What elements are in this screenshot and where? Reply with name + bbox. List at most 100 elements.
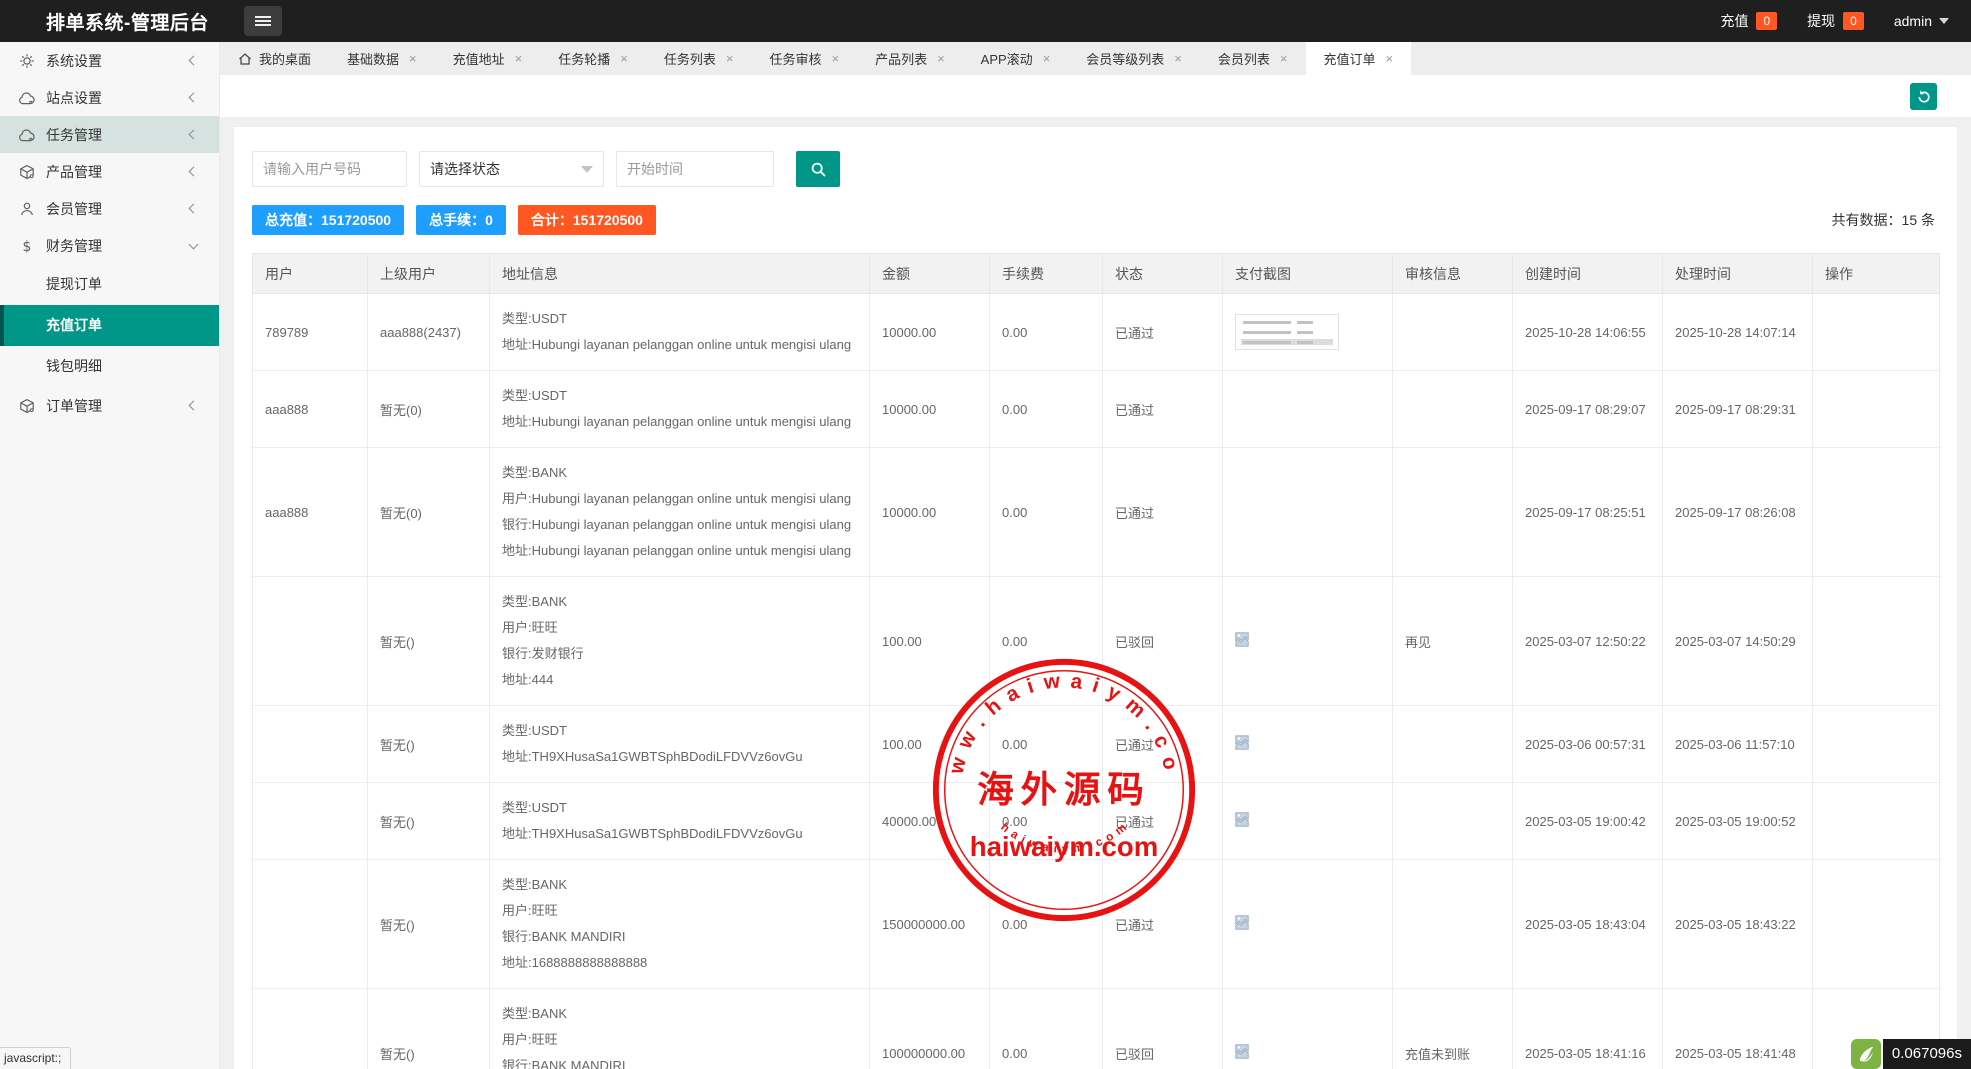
tab-7[interactable]: APP滚动 ×: [963, 42, 1069, 75]
close-icon[interactable]: ×: [831, 51, 840, 66]
tab-0[interactable]: 我的桌面: [220, 42, 329, 75]
record-count: 共有数据：15 条: [1831, 212, 1935, 228]
processed-time-cell: 2025-03-05 19:00:52: [1662, 782, 1813, 860]
parent-user-cell: 暂无(): [367, 859, 490, 989]
close-icon[interactable]: ×: [1279, 51, 1288, 66]
tab-1[interactable]: 基础数据 ×: [329, 42, 435, 75]
close-icon[interactable]: ×: [1385, 51, 1394, 66]
user-cell: [252, 782, 368, 860]
total-fee-stat[interactable]: 总手续：0: [416, 205, 506, 235]
tab-8[interactable]: 会员等级列表 ×: [1068, 42, 1200, 75]
refresh-button[interactable]: [1910, 83, 1937, 110]
sidebar: 系统设置站点设置任务管理产品管理 会员管理 $ 财务管理提现订单充值订单钱包明细订单管…: [0, 42, 220, 1069]
user-cell: [252, 859, 368, 989]
tab-label: 充值地址: [452, 52, 505, 67]
tab-10[interactable]: 充值订单 ×: [1305, 42, 1412, 75]
withdraw-count-badge: 0: [1843, 12, 1864, 30]
tab-4[interactable]: 任务列表 ×: [646, 42, 752, 75]
close-icon[interactable]: ×: [1174, 51, 1182, 66]
tab-label: 充值订单: [1323, 52, 1376, 67]
broken-image-icon[interactable]: [1235, 812, 1249, 827]
sidebar-subitem-label: 充值订单: [46, 317, 102, 333]
close-icon[interactable]: ×: [1042, 51, 1051, 66]
tab-3[interactable]: 任务轮播 ×: [540, 42, 646, 75]
close-icon[interactable]: ×: [620, 51, 628, 66]
close-icon[interactable]: ×: [514, 51, 523, 66]
tab-2[interactable]: 充值地址 ×: [435, 42, 541, 75]
parent-user-cell: 暂无(0): [367, 447, 490, 577]
fee-cell: 0.00: [989, 576, 1103, 706]
sidebar-item-label: 任务管理: [46, 126, 102, 143]
broken-image-icon[interactable]: [1235, 915, 1249, 930]
sidebar-item-6[interactable]: 订单管理: [0, 387, 219, 424]
status-bar-link: javascript:;: [0, 1047, 72, 1069]
payment-screenshot-thumbnail[interactable]: [1235, 314, 1339, 350]
tab-label: 任务轮播: [558, 52, 611, 67]
user-menu[interactable]: admin: [1894, 13, 1949, 29]
address-line: 银行:发财银行: [502, 646, 584, 661]
sidebar-item-0[interactable]: 系统设置: [0, 42, 219, 79]
tab-5[interactable]: 任务审核 ×: [751, 42, 857, 75]
sidebar-item-1[interactable]: 站点设置: [0, 79, 219, 116]
sidebar-item-3[interactable]: 产品管理: [0, 153, 219, 190]
tab-label: 任务列表: [663, 52, 716, 67]
cloud-icon: [18, 126, 35, 143]
created-time-cell: 2025-03-05 19:00:42: [1512, 782, 1663, 860]
status-cell: 已通过: [1102, 782, 1223, 860]
action-cell: [1812, 370, 1940, 448]
column-header-10: 操作: [1812, 253, 1940, 294]
fee-cell: 0.00: [989, 705, 1103, 783]
sidebar-item-label: 财务管理: [46, 237, 102, 254]
user-cell: [252, 705, 368, 783]
address-line: 地址:1688888888888888: [502, 955, 648, 970]
sidebar-subitem-label: 钱包明细: [46, 358, 102, 374]
table-header-row: 用户 上级用户 地址信息 金额 手续费 状态 支付截图 审核信息 创建时间 处理时间 操作: [252, 253, 1940, 294]
action-cell: [1812, 576, 1940, 706]
sidebar-item-2[interactable]: 任务管理: [0, 116, 219, 153]
sidebar-subitem-5-2[interactable]: 钱包明细: [0, 346, 219, 387]
broken-image-icon[interactable]: [1235, 1044, 1249, 1059]
status-cell: 已通过: [1102, 447, 1223, 577]
payment-screenshot-cell: [1222, 576, 1393, 706]
tab-9[interactable]: 会员列表 ×: [1200, 42, 1306, 75]
close-icon[interactable]: ×: [937, 51, 945, 66]
chevron-down-icon: [581, 165, 593, 173]
created-time-cell: 2025-03-07 12:50:22: [1512, 576, 1663, 706]
address-info-cell: 类型:BANK 用户:旺旺 银行:发财银行 地址:444: [489, 576, 870, 706]
address-line: 地址:TH9XHusaSa1GWBTSphBDodiLFDVVz6ovGu: [502, 749, 803, 764]
header-recharge-item[interactable]: 充值 0: [1720, 11, 1778, 31]
chevron-left-icon: [188, 92, 199, 103]
search-button[interactable]: [796, 151, 840, 187]
sidebar-subitem-label: 提现订单: [46, 276, 102, 292]
sidebar-item-4[interactable]: 会员管理: [0, 190, 219, 227]
action-cell: [1812, 782, 1940, 860]
address-info-cell: 类型:USDT 地址:TH9XHusaSa1GWBTSphBDodiLFDVVz6…: [489, 705, 870, 783]
sidebar-subitem-5-0[interactable]: 提现订单: [0, 264, 219, 305]
sidebar-item-label: 系统设置: [46, 52, 102, 69]
fee-cell: 0.00: [989, 782, 1103, 860]
broken-image-icon[interactable]: [1235, 632, 1249, 647]
tab-6[interactable]: 产品列表 ×: [857, 42, 963, 75]
status-select[interactable]: 请选择状态: [419, 151, 604, 187]
broken-image-icon[interactable]: [1235, 735, 1249, 750]
sidebar-subitem-5-1[interactable]: 充值订单: [0, 305, 219, 346]
thinkphp-logo-icon: [1850, 1039, 1881, 1069]
menu-toggle-button[interactable]: [244, 6, 282, 36]
main-area: 请选择状态 总充值：151720500 总手续：0 合计：151720500 共…: [220, 75, 1971, 1069]
sidebar-item-label: 站点设置: [46, 89, 102, 106]
header-withdraw-item[interactable]: 提现 0: [1807, 11, 1864, 31]
address-info-cell: 类型:USDT 地址:TH9XHusaSa1GWBTSphBDodiLFDVVz6…: [489, 782, 870, 860]
start-time-input[interactable]: [616, 151, 774, 187]
address-line: 地址:Hubungi layanan pelanggan online untu…: [502, 337, 852, 352]
total-recharge-stat[interactable]: 总充值：151720500: [252, 205, 405, 235]
user-cell: [252, 988, 368, 1069]
close-icon[interactable]: ×: [725, 51, 734, 66]
action-cell: [1812, 859, 1940, 989]
user-cell: aaa888: [252, 370, 368, 448]
fee-cell: 0.00: [989, 447, 1103, 577]
user-number-input[interactable]: [252, 151, 407, 187]
header-withdraw-label: 提现: [1807, 13, 1836, 29]
close-icon[interactable]: ×: [409, 51, 417, 66]
total-sum-stat[interactable]: 合计：151720500: [517, 205, 656, 235]
sidebar-item-5[interactable]: $ 财务管理: [0, 227, 219, 264]
